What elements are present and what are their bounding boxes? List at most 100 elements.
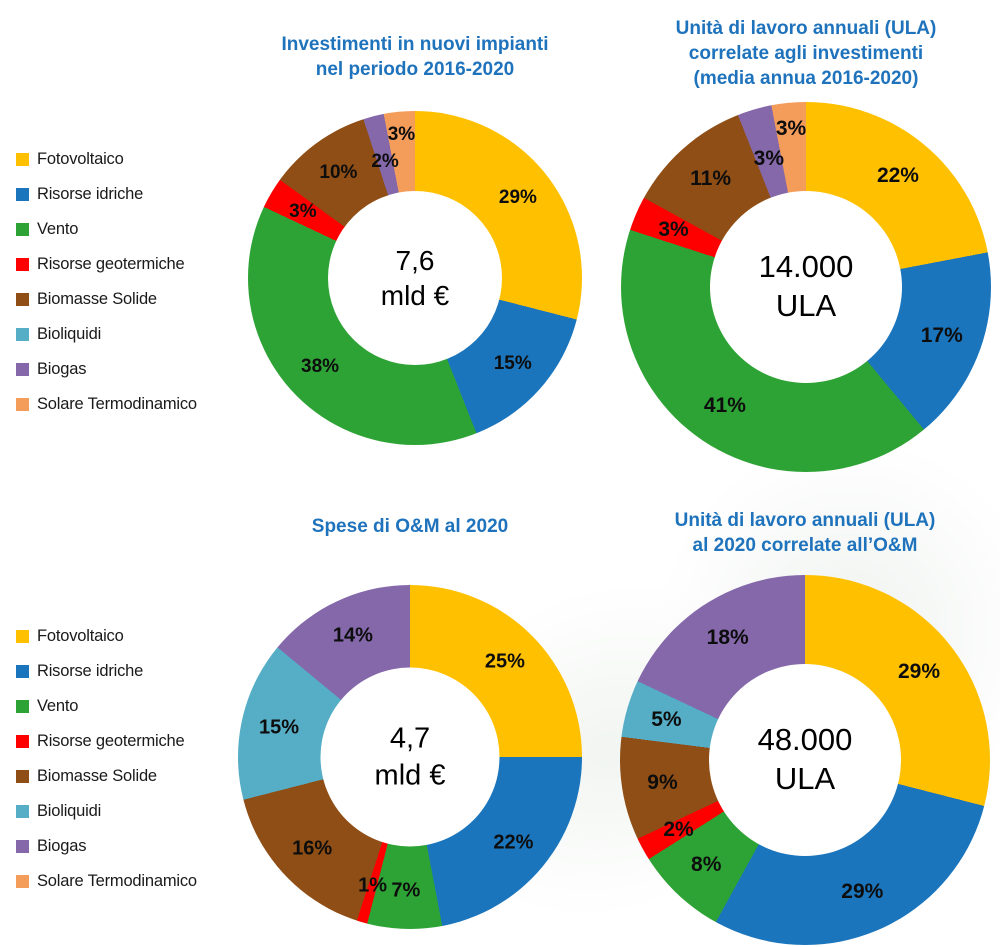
slice-label-biogas: 18% xyxy=(706,626,749,650)
legend-label: Risorse idriche xyxy=(37,185,144,203)
slice-label-risorse-geotermiche: 2% xyxy=(663,817,694,841)
legend-label: Risorse geotermiche xyxy=(37,255,185,273)
chart-title-line: correlate agli investimenti xyxy=(688,43,924,65)
legend-label: Risorse geotermiche xyxy=(37,732,185,750)
slice-label-solare-termodinamico: 3% xyxy=(387,124,416,146)
legend-item-vento: Vento xyxy=(16,689,241,724)
legend-item-biomasse-solide: Biomasse Solide xyxy=(16,282,241,317)
slice-label-vento: 8% xyxy=(691,853,722,877)
slice-label-bioliquidi: 5% xyxy=(651,707,682,731)
donut-chart: 48.000 ULA 29% 29% 8% 2% 9% 5% 18% xyxy=(620,575,990,945)
legend-item-risorse-idriche: Risorse idriche xyxy=(16,177,241,212)
legend-swatch xyxy=(16,630,29,643)
legend-item-risorse-idriche: Risorse idriche xyxy=(16,654,241,689)
slice-label-vento: 7% xyxy=(391,879,421,902)
legend-item-biogas: Biogas xyxy=(16,829,241,864)
slice-label-fotovoltaico: 29% xyxy=(498,187,537,209)
legend-label: Fotovoltaico xyxy=(37,627,124,645)
chart-title: Unità di lavoro annuali (ULA) al 2020 cor… xyxy=(620,508,990,575)
donut-hole: 14.000 ULA xyxy=(710,191,902,383)
slice-label-fotovoltaico: 29% xyxy=(898,659,941,683)
chart-ula-om: Unità di lavoro annuali (ULA) al 2020 cor… xyxy=(620,508,990,945)
legend-item-risorse-geotermiche: Risorse geotermiche xyxy=(16,247,241,282)
slice-label-solare-termodinamico: 3% xyxy=(775,116,807,140)
legend-item-fotovoltaico: Fotovoltaico xyxy=(16,619,241,654)
legend-top: Fotovoltaico Risorse idriche Vento Risorse … xyxy=(16,142,241,422)
legend-swatch xyxy=(16,700,29,713)
donut-center-value: 14.000 xyxy=(758,249,854,285)
legend-label: Fotovoltaico xyxy=(37,150,124,168)
chart-investimenti: Investimenti in nuovi impianti nel period… xyxy=(248,32,582,445)
legend-swatch xyxy=(16,665,29,678)
donut-center-unit: mld € xyxy=(380,280,450,311)
legend-item-biomasse-solide: Biomasse Solide xyxy=(16,759,241,794)
legend-label: Vento xyxy=(37,697,79,715)
legend-swatch xyxy=(16,875,29,888)
legend-label: Risorse idriche xyxy=(37,662,144,680)
slice-label-risorse-idriche: 15% xyxy=(493,353,532,375)
chart-title-line: Unità di lavoro annuali (ULA) xyxy=(675,18,937,39)
legend-swatch xyxy=(16,840,29,853)
chart-title-line: Unità di lavoro annuali (ULA) xyxy=(674,510,936,531)
legend-swatch xyxy=(16,153,29,166)
donut-center-value: 7,6 xyxy=(395,245,435,276)
legend-label: Biogas xyxy=(37,360,87,378)
legend-label: Solare Termodinamico xyxy=(37,872,197,890)
legend-item-solare-termodinamico: Solare Termodinamico xyxy=(16,387,241,422)
slice-label-biomasse-solide: 9% xyxy=(647,770,678,794)
legend-label: Biomasse Solide xyxy=(37,767,157,785)
slice-label-fotovoltaico: 25% xyxy=(484,650,525,673)
donut-hole: 48.000 ULA xyxy=(709,664,901,856)
slice-label-bioliquidi: 15% xyxy=(259,716,300,739)
legend-swatch xyxy=(16,805,29,818)
slice-label-biogas: 2% xyxy=(371,150,399,172)
slice-label-risorse-idriche: 29% xyxy=(841,880,884,904)
chart-title-line: (media annua 2016-2020) xyxy=(693,68,919,90)
legend-swatch xyxy=(16,293,29,306)
donut-chart: 14.000 ULA 22% 17% 41% 3% 11% 3% 3% xyxy=(621,102,991,472)
slice-label-biogas: 14% xyxy=(332,624,373,647)
legend-swatch xyxy=(16,363,29,376)
slice-label-risorse-geotermiche: 3% xyxy=(658,217,689,241)
legend-bottom: Fotovoltaico Risorse idriche Vento Risorse … xyxy=(16,619,241,899)
slice-label-vento: 38% xyxy=(301,356,340,378)
chart-title-line: nel periodo 2016-2020 xyxy=(315,59,515,81)
legend-swatch xyxy=(16,223,29,236)
slice-label-biomasse-solide: 11% xyxy=(690,166,731,190)
legend-label: Biomasse Solide xyxy=(37,290,157,308)
legend-label: Bioliquidi xyxy=(37,325,102,343)
legend-item-solare-termodinamico: Solare Termodinamico xyxy=(16,864,241,899)
chart-title-line: Investimenti in nuovi impianti xyxy=(281,34,549,55)
chart-title: Investimenti in nuovi impianti nel period… xyxy=(248,32,582,111)
legend-label: Solare Termodinamico xyxy=(37,395,197,413)
legend-item-bioliquidi: Bioliquidi xyxy=(16,317,241,352)
chart-title-line: al 2020 correlate all’O&M xyxy=(692,535,918,557)
legend-swatch xyxy=(16,188,29,201)
slice-label-risorse-idriche: 17% xyxy=(920,323,963,347)
slice-label-risorse-geotermiche: 3% xyxy=(289,200,317,222)
legend-swatch xyxy=(16,258,29,271)
slice-label-biomasse-solide: 16% xyxy=(292,837,333,860)
chart-spese-om: Spese di O&M al 2020 4,7 mld € 25% 22% 7% 1% 1… xyxy=(238,514,582,929)
donut-center-value: 48.000 xyxy=(757,722,853,758)
legend-swatch xyxy=(16,770,29,783)
legend-swatch xyxy=(16,735,29,748)
donut-chart: 4,7 mld € 25% 22% 7% 1% 16% 15% 14% xyxy=(238,585,582,929)
donut-center-unit: ULA xyxy=(775,288,837,323)
donut-hole: 4,7 mld € xyxy=(320,667,500,847)
donut-hole: 7,6 mld € xyxy=(328,191,502,365)
legend-item-fotovoltaico: Fotovoltaico xyxy=(16,142,241,177)
legend-item-risorse-geotermiche: Risorse geotermiche xyxy=(16,724,241,759)
legend-label: Bioliquidi xyxy=(37,802,102,820)
legend-swatch xyxy=(16,328,29,341)
legend-item-vento: Vento xyxy=(16,212,241,247)
donut-center-value: 4,7 xyxy=(389,722,431,755)
slice-label-risorse-idriche: 22% xyxy=(493,831,534,854)
legend-item-biogas: Biogas xyxy=(16,352,241,387)
slice-label-biomasse-solide: 10% xyxy=(319,161,358,183)
legend-label: Biogas xyxy=(37,837,87,855)
chart-title-line: Spese di O&M al 2020 xyxy=(311,516,509,537)
donut-chart: 7,6 mld €29% 15% 38% 3% 10% 2% 3% xyxy=(248,111,582,445)
chart-title: Spese di O&M al 2020 xyxy=(238,514,582,585)
